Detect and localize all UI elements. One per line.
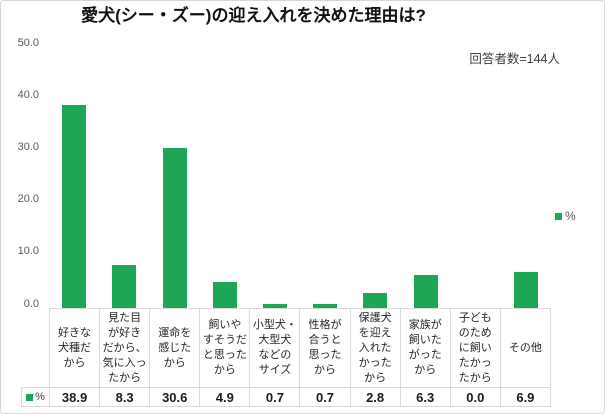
- table-value-cell: 6.3: [399, 388, 450, 406]
- table-value-cell: 0.0: [449, 388, 500, 406]
- y-tick-label: 0.0: [23, 298, 39, 310]
- table-value-cell: 30.6: [149, 388, 199, 406]
- x-category-label: 性格が 合うと 思った から: [299, 309, 349, 387]
- bar: [313, 304, 337, 308]
- x-category-label: 好きな 犬種だ から: [58, 326, 92, 369]
- bar: [213, 282, 237, 308]
- table-value-cell: 0.7: [249, 388, 299, 406]
- x-category-label: その他: [499, 309, 550, 387]
- y-tick-label: 50.0: [17, 37, 39, 49]
- data-table-value-row: % 38.9 8.3 30.6 4.9 0.7 0.7 2.8 6.3 0.0 6.9: [21, 387, 551, 407]
- x-category-label: 保護犬 を迎え 入れた かった から: [349, 309, 400, 387]
- bar: [112, 265, 136, 308]
- bar: [363, 293, 387, 308]
- table-legend-swatch-icon: [26, 393, 34, 401]
- bar: [263, 304, 287, 308]
- x-category-label: 運命を 感じた から: [149, 309, 199, 387]
- table-legend-label: %: [35, 391, 45, 403]
- legend-series-label: %: [565, 209, 576, 223]
- y-tick-label: 40.0: [17, 89, 39, 101]
- respondents-count: 回答者数=144人: [469, 52, 560, 66]
- bar: [514, 272, 538, 308]
- table-value-cell: 8.3: [99, 388, 149, 406]
- x-category-label: 小型犬・ 大型犬 などの サイズ: [249, 309, 299, 387]
- table-value-cell: 38.9: [49, 388, 99, 406]
- chart-title: 愛犬(シー・ズー)の迎え入れを決めた理由は?: [81, 6, 426, 25]
- legend-swatch-icon: [555, 212, 562, 220]
- y-tick-label: 20.0: [17, 193, 39, 205]
- bar: [62, 105, 86, 308]
- table-value-cell: 0.7: [299, 388, 349, 406]
- legend: %: [555, 209, 576, 223]
- table-value-cell: 4.9: [199, 388, 249, 406]
- x-category-label: 家族が 飼いた がった から: [399, 309, 450, 387]
- table-value-cell: 6.9: [499, 388, 550, 406]
- bar: [163, 148, 187, 308]
- y-tick-label: 10.0: [17, 245, 39, 257]
- x-category-label: 飼いや すそうだ と思った から: [199, 309, 249, 387]
- y-tick-label: 30.0: [17, 141, 39, 153]
- bar: [414, 275, 438, 308]
- x-category-label: 子ども のため に飼い たかっ たから: [449, 309, 500, 387]
- x-category-label: 見た目 が好き だから、 気に入っ たから: [99, 309, 149, 387]
- table-value-cell: 2.8: [349, 388, 400, 406]
- table-legend-key-cell: %: [22, 388, 49, 406]
- x-axis-label-row: 好きな 犬種だ から 見た目 が好き だから、 気に入っ たから 運命を 感じた か…: [49, 308, 551, 387]
